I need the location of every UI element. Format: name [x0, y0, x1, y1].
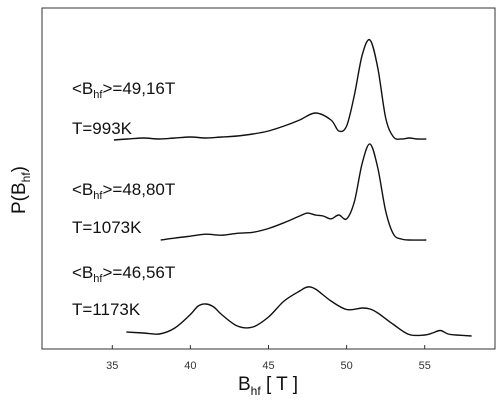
- x-axis-ticks: 35 40 45 50 55: [106, 345, 431, 372]
- x-tick-label: 35: [106, 360, 118, 372]
- x-tick-label: 45: [262, 360, 274, 372]
- series-temperature-label-2: T=1073K: [72, 218, 142, 237]
- series-line-1: [113, 38, 427, 141]
- x-tick-label: 55: [419, 360, 431, 372]
- series-temperature-label-3: T=1173K: [72, 300, 141, 319]
- x-tick-label: 40: [184, 360, 196, 372]
- series-mean-label-2: <Bhf>=48,80T: [72, 180, 175, 202]
- series-line-2: [160, 143, 427, 241]
- series-temperature-label-1: T=993K: [72, 119, 133, 138]
- series-lines: [113, 38, 472, 337]
- series-mean-label-3: <Bhf>=46,56T: [72, 263, 175, 285]
- series-line-3: [126, 286, 472, 337]
- x-axis-title: Bhf [ T ]: [238, 374, 298, 398]
- plot-frame: [41, 7, 496, 350]
- series-mean-label-1: <Bhf>=49,16T: [72, 79, 175, 101]
- y-axis-title: P(Bhf): [9, 166, 33, 214]
- annotations: <Bhf>=49,16T T=993K <Bhf>=48,80T T=1073K <Bh…: [72, 79, 175, 319]
- x-tick-label: 50: [340, 360, 352, 372]
